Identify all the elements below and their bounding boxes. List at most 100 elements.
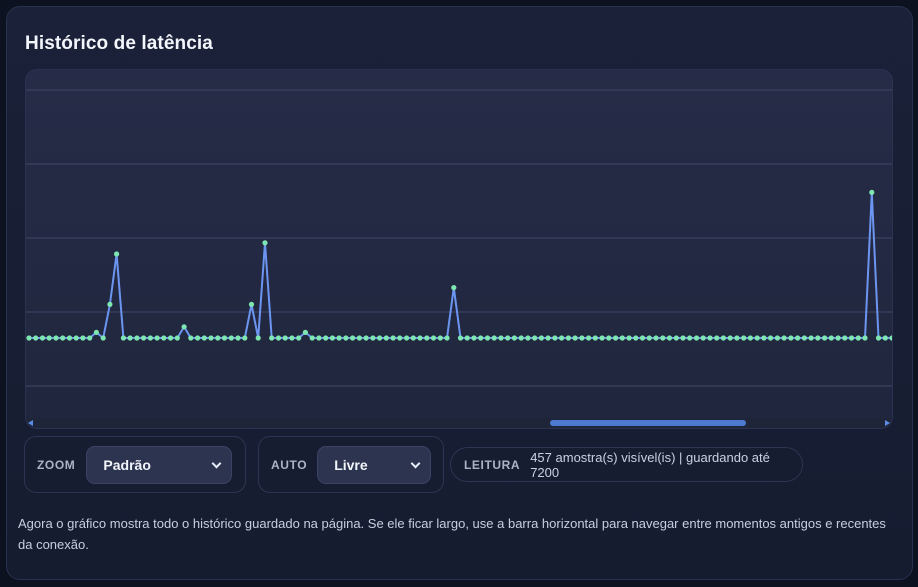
latency-data-point xyxy=(788,335,794,341)
latency-data-point xyxy=(559,335,565,341)
latency-data-point xyxy=(579,335,585,341)
latency-data-point xyxy=(33,335,39,341)
latency-data-point xyxy=(511,335,517,341)
latency-data-point xyxy=(289,335,295,341)
latency-data-point xyxy=(228,335,234,341)
latency-data-point xyxy=(734,335,740,341)
latency-data-point xyxy=(275,335,282,341)
latency-data-point xyxy=(855,335,861,341)
latency-chart xyxy=(25,69,893,429)
latency-data-point xyxy=(875,335,882,341)
latency-data-point xyxy=(100,335,106,341)
latency-data-point xyxy=(430,335,437,341)
auto-label: AUTO xyxy=(271,457,308,472)
latency-data-point xyxy=(255,335,261,341)
latency-data-point xyxy=(93,329,99,335)
latency-data-point xyxy=(141,335,147,341)
latency-data-point xyxy=(768,335,774,341)
latency-data-point xyxy=(639,335,646,341)
latency-data-point xyxy=(808,335,814,341)
chevron-down-icon xyxy=(410,458,421,468)
zoom-select[interactable]: Padrão xyxy=(86,445,233,484)
scroll-left-arrow-icon[interactable] xyxy=(28,420,33,426)
latency-data-point xyxy=(592,335,598,341)
latency-data-point xyxy=(828,335,834,341)
latency-data-point xyxy=(350,335,356,341)
latency-data-point xyxy=(889,335,892,341)
latency-data-point xyxy=(390,335,396,341)
latency-data-point xyxy=(626,335,632,341)
latency-data-point xyxy=(329,335,335,341)
reading-label: LEITURA xyxy=(464,457,521,472)
latency-data-point xyxy=(484,335,491,341)
latency-data-point xyxy=(46,335,52,341)
reading-badge: LEITURA 457 amostra(s) visível(is) | gua… xyxy=(450,447,803,482)
latency-data-point xyxy=(262,240,268,246)
latency-data-point xyxy=(410,335,416,341)
latency-data-point xyxy=(586,335,592,341)
latency-data-point xyxy=(700,335,706,341)
latency-data-point xyxy=(356,335,362,341)
latency-data-point xyxy=(646,335,652,341)
latency-data-point xyxy=(781,335,787,341)
auto-select[interactable]: Livre xyxy=(317,445,432,484)
latency-data-point xyxy=(397,335,403,341)
latency-data-point xyxy=(343,335,349,341)
latency-data-point xyxy=(815,335,821,341)
latency-data-point xyxy=(842,335,848,341)
latency-data-point xyxy=(248,301,255,307)
latency-data-point xyxy=(66,335,73,341)
latency-data-point xyxy=(666,335,673,341)
latency-history-panel: Histórico de latência xyxy=(6,6,913,580)
chart-series xyxy=(29,191,892,339)
latency-data-point xyxy=(525,335,531,341)
latency-data-point xyxy=(147,335,153,341)
latency-data-point xyxy=(498,335,504,341)
latency-data-point xyxy=(154,335,160,341)
latency-data-point xyxy=(181,324,187,330)
latency-data-point xyxy=(60,335,66,341)
latency-data-point xyxy=(538,335,545,341)
latency-data-point xyxy=(235,335,241,341)
chart-points xyxy=(26,189,892,341)
latency-data-point xyxy=(801,335,808,341)
scroll-right-arrow-icon[interactable] xyxy=(885,420,890,426)
latency-data-point xyxy=(134,335,140,341)
latency-data-point xyxy=(795,335,801,341)
latency-data-point xyxy=(309,335,315,341)
reading-status-text: 457 amostra(s) visível(is) | guardando a… xyxy=(530,449,770,480)
latency-data-point xyxy=(606,335,612,341)
latency-data-point xyxy=(114,251,120,257)
latency-data-point xyxy=(822,335,828,341)
latency-data-point xyxy=(552,335,558,341)
latency-data-point xyxy=(221,335,228,341)
chart-grid xyxy=(26,89,892,387)
zoom-select-value: Padrão xyxy=(103,456,151,473)
latency-data-point xyxy=(835,335,841,341)
latency-data-point xyxy=(201,335,207,341)
latency-data-point xyxy=(532,335,538,341)
latency-data-point xyxy=(87,335,93,341)
latency-data-point xyxy=(457,335,464,341)
latency-data-point xyxy=(188,335,194,341)
latency-data-point xyxy=(693,335,700,341)
latency-data-point xyxy=(174,335,180,341)
latency-data-point xyxy=(377,335,383,341)
latency-data-point xyxy=(545,335,551,341)
latency-data-point xyxy=(680,335,686,341)
latency-data-point xyxy=(660,335,666,341)
latency-data-point xyxy=(505,335,511,341)
scrollbar-thumb[interactable] xyxy=(550,420,746,426)
latency-data-point xyxy=(599,335,605,341)
chart-horizontal-scrollbar[interactable] xyxy=(26,418,892,428)
latency-data-point xyxy=(282,335,288,341)
latency-data-point xyxy=(754,335,760,341)
latency-series-line xyxy=(29,191,892,339)
latency-data-point xyxy=(869,189,875,195)
latency-data-point xyxy=(619,335,625,341)
latency-data-point xyxy=(383,335,389,341)
latency-data-point xyxy=(572,335,578,341)
latency-data-point xyxy=(761,335,767,341)
latency-data-point xyxy=(471,335,477,341)
help-text: Agora o gráfico mostra todo o histórico … xyxy=(18,516,886,552)
